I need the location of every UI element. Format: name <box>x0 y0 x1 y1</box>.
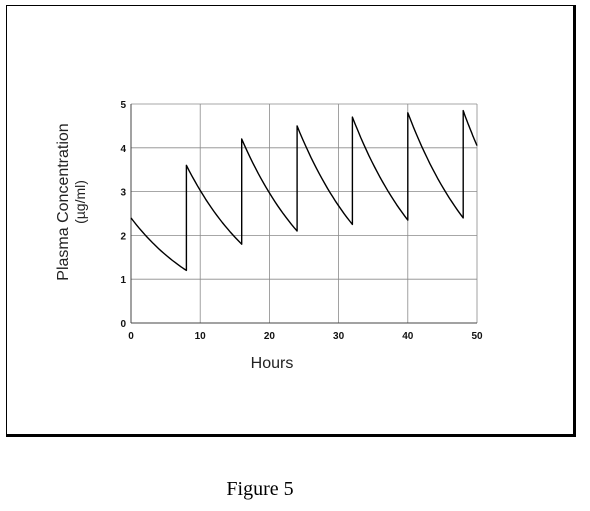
series-line <box>130 109 478 272</box>
y-axis-units: (µg/ml) <box>72 180 88 224</box>
x-tick-label: 0 <box>128 331 134 342</box>
y-tick-label: 1 <box>120 275 126 286</box>
x-axis-title: Hours <box>251 355 294 372</box>
x-tick-label: 40 <box>402 331 414 342</box>
x-tick-label: 50 <box>471 331 483 342</box>
x-tick-label: 10 <box>195 331 207 342</box>
grid <box>130 103 478 324</box>
y-tick-label: 4 <box>120 144 126 155</box>
x-tick-label: 20 <box>264 331 276 342</box>
figure-caption: Figure 5 <box>226 478 294 500</box>
x-tick-label: 30 <box>333 331 345 342</box>
y-tick-label: 5 <box>120 100 126 111</box>
figure-frame: 0 1 2 3 4 5 0 10 20 30 40 50 Hours Plasma Concentra… <box>6 5 576 437</box>
y-tick-label: 3 <box>120 188 126 199</box>
y-tick-label: 0 <box>120 319 126 330</box>
y-axis-title: Plasma Concentration <box>55 123 72 280</box>
y-tick-label: 2 <box>120 231 126 242</box>
